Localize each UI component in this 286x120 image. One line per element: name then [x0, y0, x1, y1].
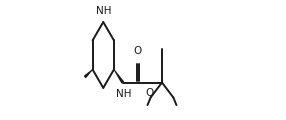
Text: NH: NH: [96, 6, 111, 15]
Text: O: O: [146, 88, 154, 99]
Polygon shape: [114, 69, 124, 84]
Text: O: O: [134, 46, 142, 56]
Text: NH: NH: [116, 89, 131, 99]
Polygon shape: [84, 69, 93, 78]
